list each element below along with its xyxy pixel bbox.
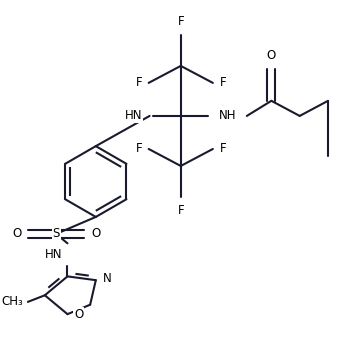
Text: F: F: [136, 142, 142, 155]
Text: HN: HN: [125, 110, 142, 122]
Text: NH: NH: [219, 110, 237, 122]
Text: O: O: [12, 228, 21, 240]
Text: F: F: [178, 15, 184, 28]
Text: F: F: [220, 142, 226, 155]
Text: O: O: [267, 49, 276, 62]
Text: F: F: [220, 76, 226, 90]
Text: HN: HN: [45, 248, 63, 261]
Text: S: S: [53, 228, 60, 240]
Text: F: F: [178, 204, 184, 217]
Text: O: O: [91, 228, 100, 240]
Text: O: O: [74, 308, 83, 321]
Text: N: N: [102, 272, 111, 285]
Text: CH₃: CH₃: [1, 295, 23, 308]
Text: F: F: [136, 76, 142, 90]
